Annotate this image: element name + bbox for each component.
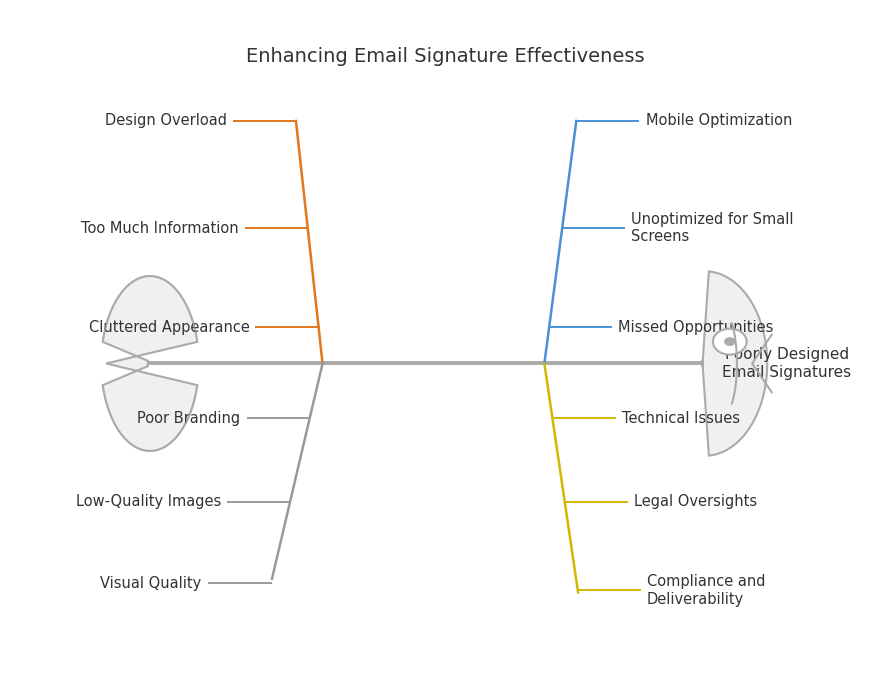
- Text: Legal Oversights: Legal Oversights: [634, 494, 757, 509]
- Text: Poor Branding: Poor Branding: [137, 411, 240, 425]
- Text: Cluttered Appearance: Cluttered Appearance: [88, 320, 249, 335]
- Text: Poorly Designed
Email Signatures: Poorly Designed Email Signatures: [722, 347, 851, 379]
- Text: Unoptimized for Small
Screens: Unoptimized for Small Screens: [631, 212, 794, 244]
- Text: Missed Opportunities: Missed Opportunities: [619, 320, 773, 335]
- Text: Mobile Optimization: Mobile Optimization: [645, 113, 792, 128]
- Text: Visual Quality: Visual Quality: [101, 576, 202, 591]
- Text: Enhancing Email Signature Effectiveness: Enhancing Email Signature Effectiveness: [246, 47, 644, 66]
- Text: Too Much Information: Too Much Information: [81, 221, 239, 236]
- Text: Compliance and
Deliverability: Compliance and Deliverability: [647, 574, 765, 606]
- Text: Design Overload: Design Overload: [105, 113, 227, 128]
- Polygon shape: [102, 276, 198, 451]
- Text: Low-Quality Images: Low-Quality Images: [76, 494, 221, 509]
- Polygon shape: [702, 272, 767, 456]
- Text: Technical Issues: Technical Issues: [621, 411, 740, 425]
- Circle shape: [724, 338, 735, 346]
- Circle shape: [713, 329, 747, 355]
